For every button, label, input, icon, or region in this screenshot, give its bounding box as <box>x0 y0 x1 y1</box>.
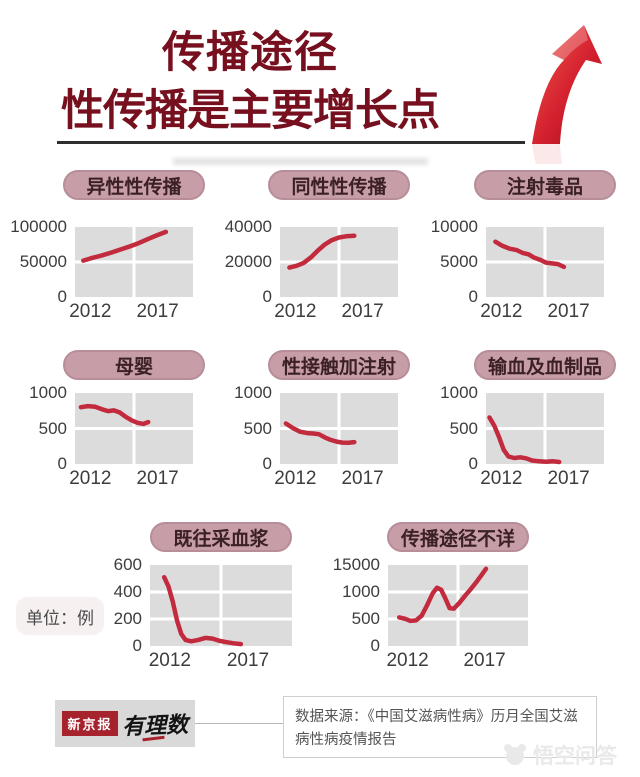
y-axis-tick-label: 1000 <box>29 383 67 402</box>
chart-title-label: 母婴 <box>114 356 153 378</box>
chart-title-pill: 输血及血制品 <box>474 350 616 380</box>
y-axis-tick-label: 500 <box>243 418 272 438</box>
chart-title-label: 性接触加注射 <box>281 356 396 378</box>
y-axis-tick-label: 5000 <box>440 252 478 271</box>
x-axis-tick-label: 2017 <box>226 650 270 671</box>
chart-title-pill: 传播途径不详 <box>387 522 529 552</box>
x-axis-tick-label: 2017 <box>341 301 384 322</box>
x-axis-tick-label: 2012 <box>148 650 192 671</box>
chart-title-label: 同性性传播 <box>291 176 387 198</box>
y-axis-tick-label: 40000 <box>224 217 272 236</box>
y-axis: 1000 500 0 <box>416 383 478 473</box>
chart-title-label: 注射毒品 <box>506 176 583 198</box>
chart-plot <box>150 565 292 647</box>
chart-title-pill: 母婴 <box>63 350 205 380</box>
logo-series-name: 有理数 <box>121 706 188 740</box>
y-axis-tick-label: 0 <box>57 454 67 473</box>
watermark-text: 悟空问答 <box>533 745 617 768</box>
y-axis-tick-label: 20000 <box>224 252 272 271</box>
y-axis-tick-label: 600 <box>113 555 142 574</box>
trend-line <box>81 229 169 263</box>
data-source-text: 数据来源：《中国艾滋病性病》历月全国艾滋病性病疫情报告 <box>295 709 578 749</box>
y-axis-tick-label: 50000 <box>19 252 67 271</box>
watermark-panda-icon <box>504 744 526 765</box>
y-axis-tick-label: 200 <box>113 609 142 628</box>
chart-plot <box>75 393 193 464</box>
chart-title-pill: 既往采血浆 <box>150 522 292 552</box>
data-source-box: 数据来源：《中国艾滋病性病》历月全国艾滋病性病疫情报告 <box>283 696 597 758</box>
footer-connector-line <box>195 723 283 724</box>
y-axis-tick-label: 500 <box>351 609 380 628</box>
chart-plot <box>388 565 528 646</box>
title-reflection <box>173 158 428 165</box>
y-axis: 15000 1000 500 0 <box>318 555 380 655</box>
y-axis: 600 400 200 0 <box>80 555 142 655</box>
publisher-logo: 新京报 有理数 <box>55 700 195 747</box>
x-axis-tick-label: 2012 <box>69 301 112 322</box>
y-axis-tick-label: 0 <box>132 636 142 655</box>
trend-line <box>287 233 357 270</box>
x-axis-tick-label: 2017 <box>463 650 506 671</box>
y-axis: 1000 500 0 <box>5 383 67 473</box>
x-axis-tick-label: 2012 <box>274 468 317 489</box>
unit-label: 单位：例 <box>16 597 104 635</box>
up-trend-arrow-icon <box>532 25 602 164</box>
x-axis-tick-label: 2012 <box>69 468 112 489</box>
x-axis-tick-label: 2012 <box>386 650 429 671</box>
y-axis-tick-label: 1000 <box>234 383 272 402</box>
x-axis-tick-label: 2012 <box>274 301 317 322</box>
logo-brand-badge: 新京报 <box>62 711 118 736</box>
y-axis-tick-label: 500 <box>38 418 67 438</box>
chart-plot <box>486 227 604 297</box>
chart-title-label: 既往采血浆 <box>173 528 269 550</box>
y-axis-tick-label: 0 <box>57 287 67 306</box>
trend-line <box>493 239 567 270</box>
chart-title-pill: 异性性传播 <box>63 170 205 200</box>
y-axis-tick-label: 1000 <box>342 582 380 601</box>
chart-title-pill: 性接触加注射 <box>268 350 410 380</box>
y-axis: 1000 500 0 <box>210 383 272 473</box>
chart-plot <box>280 227 398 297</box>
y-axis-tick-label: 10000 <box>430 217 478 236</box>
trend-line <box>161 574 244 647</box>
title-line-1: 传播途径 <box>162 29 338 77</box>
trend-line <box>283 421 357 445</box>
x-axis-tick-label: 2017 <box>341 468 384 489</box>
chart-plot <box>280 393 398 464</box>
y-axis-tick-label: 0 <box>370 636 380 655</box>
trend-line <box>78 403 151 427</box>
y-axis: 100000 50000 0 <box>5 217 67 306</box>
y-axis-tick-label: 1000 <box>440 383 478 402</box>
page-title: 传播途径 性传播是主要增长点 <box>0 24 500 140</box>
trend-line <box>487 415 562 465</box>
x-axis-tick-label: 2017 <box>136 301 179 322</box>
trend-line <box>396 566 489 624</box>
chart-title-pill: 同性性传播 <box>268 170 410 200</box>
x-axis-tick-label: 2017 <box>547 301 590 322</box>
y-axis-tick-label: 0 <box>468 287 478 306</box>
chart-title-pill: 注射毒品 <box>474 170 616 200</box>
y-axis-tick-label: 0 <box>262 454 272 473</box>
chart-title-label: 异性性传播 <box>86 176 182 198</box>
y-axis-tick-label: 400 <box>113 582 142 601</box>
chart-plot <box>486 393 604 465</box>
chart-title-label: 传播途径不详 <box>400 528 515 550</box>
y-axis-tick-label: 15000 <box>332 555 380 574</box>
x-axis-tick-label: 2017 <box>547 468 590 489</box>
y-axis-tick-label: 500 <box>449 418 478 438</box>
y-axis-tick-label: 100000 <box>10 217 67 236</box>
x-axis-tick-label: 2017 <box>136 468 179 489</box>
y-axis-tick-label: 0 <box>262 287 272 306</box>
y-axis: 10000 5000 0 <box>416 217 478 306</box>
watermark: 悟空问答 <box>502 740 617 770</box>
chart-plot <box>75 227 193 297</box>
y-axis-tick-label: 0 <box>468 454 478 473</box>
chart-title-label: 输血及血制品 <box>487 356 602 378</box>
title-line-2: 性传播是主要增长点 <box>61 87 440 135</box>
title-underline <box>57 141 525 144</box>
y-axis: 40000 20000 0 <box>210 217 272 306</box>
x-axis-tick-label: 2012 <box>480 301 523 322</box>
x-axis-tick-label: 2012 <box>480 468 523 489</box>
